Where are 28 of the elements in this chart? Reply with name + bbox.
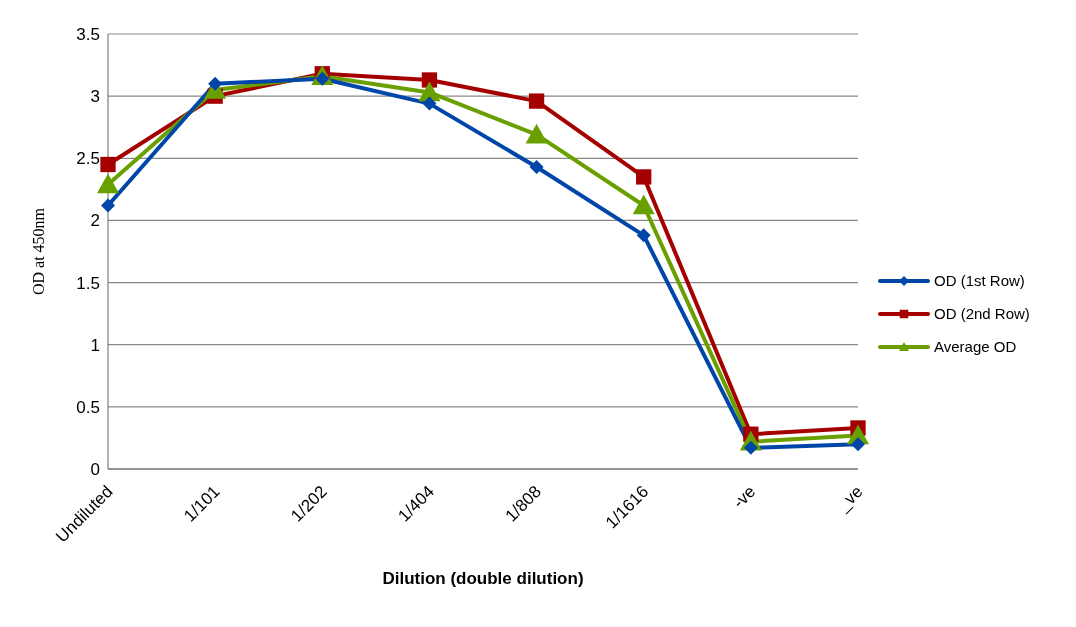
y-tick-label: 1.5 <box>76 273 100 293</box>
y-tick-label: 1 <box>90 335 100 355</box>
y-axis-title: OD at 450nm <box>29 207 47 296</box>
y-tick-label: 2.5 <box>76 149 100 169</box>
legend-label: OD (2nd Row) <box>934 305 1030 322</box>
point <box>528 93 545 109</box>
point <box>632 194 655 215</box>
y-tick-label: 0.5 <box>76 397 100 417</box>
y-tick-label: 2 <box>90 211 100 231</box>
point <box>208 76 223 91</box>
point <box>851 437 865 452</box>
y-tick-label: 0 <box>90 460 100 480</box>
point <box>100 156 116 173</box>
point <box>422 96 437 111</box>
x-tick-label: _ve <box>832 482 867 516</box>
point <box>97 173 119 194</box>
point <box>636 228 651 243</box>
y-tick-label: 3 <box>90 87 100 107</box>
x-tick-label: -ve <box>729 482 760 513</box>
y-tick-label: 3.5 <box>76 25 100 45</box>
legend-label: Average OD <box>934 338 1017 355</box>
point <box>529 159 544 174</box>
legend-label: OD (1st Row) <box>934 272 1025 289</box>
point <box>418 81 441 102</box>
point <box>636 169 652 185</box>
x-axis-title: Dilution (double dilution) <box>382 569 584 588</box>
point <box>101 198 115 213</box>
point <box>525 123 548 144</box>
